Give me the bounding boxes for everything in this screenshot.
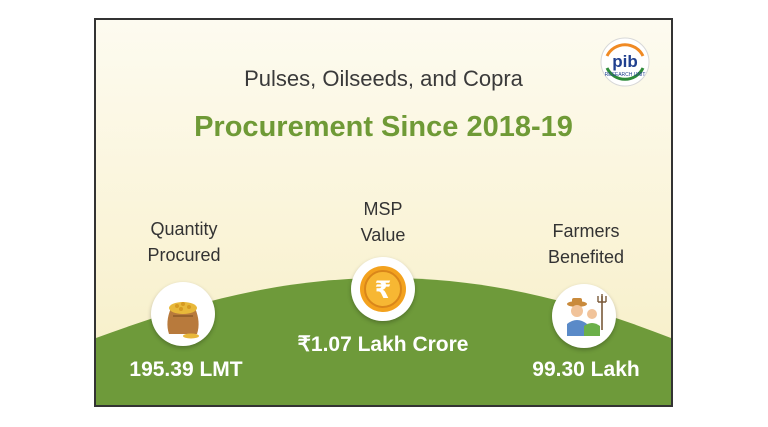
stat-value-farmers: 99.30 Lakh — [532, 358, 640, 381]
farmers-icon — [552, 284, 616, 348]
stat-value-quantity: 195.39 LMT — [129, 358, 243, 381]
stat-label-farmers: Farmers Benefited — [516, 218, 656, 270]
stat-label-line2: Benefited — [547, 247, 625, 267]
stat-label-line2: Procured — [147, 245, 221, 265]
stat-label-msp: MSP Value — [313, 196, 453, 248]
stat-value-msp: ₹1.07 Lakh Crore — [297, 333, 469, 356]
rupee-coin-icon: ₹ — [351, 257, 415, 321]
stat-label-line1: MSP — [363, 199, 403, 219]
logo-text: pib — [612, 52, 638, 71]
green-hill-background — [96, 278, 671, 405]
pib-logo: pib RESEARCH UNIT — [599, 36, 651, 88]
svg-text:₹: ₹ — [375, 276, 392, 304]
stat-label-line1: Quantity — [150, 219, 218, 239]
stat-label-line1: Farmers — [552, 221, 620, 241]
infographic-subtitle: Pulses, Oilseeds, and Copra — [244, 66, 523, 91]
logo-subtext: RESEARCH UNIT — [605, 72, 646, 78]
stat-label-line2: Value — [360, 225, 406, 245]
infographic-card: pib RESEARCH UNIT Pulses, Oilseeds, and … — [94, 18, 673, 407]
infographic-title: Procurement Since 2018-19 — [194, 111, 573, 143]
stat-label-quantity: Quantity Procured — [114, 216, 254, 268]
grain-sack-icon — [151, 282, 215, 346]
